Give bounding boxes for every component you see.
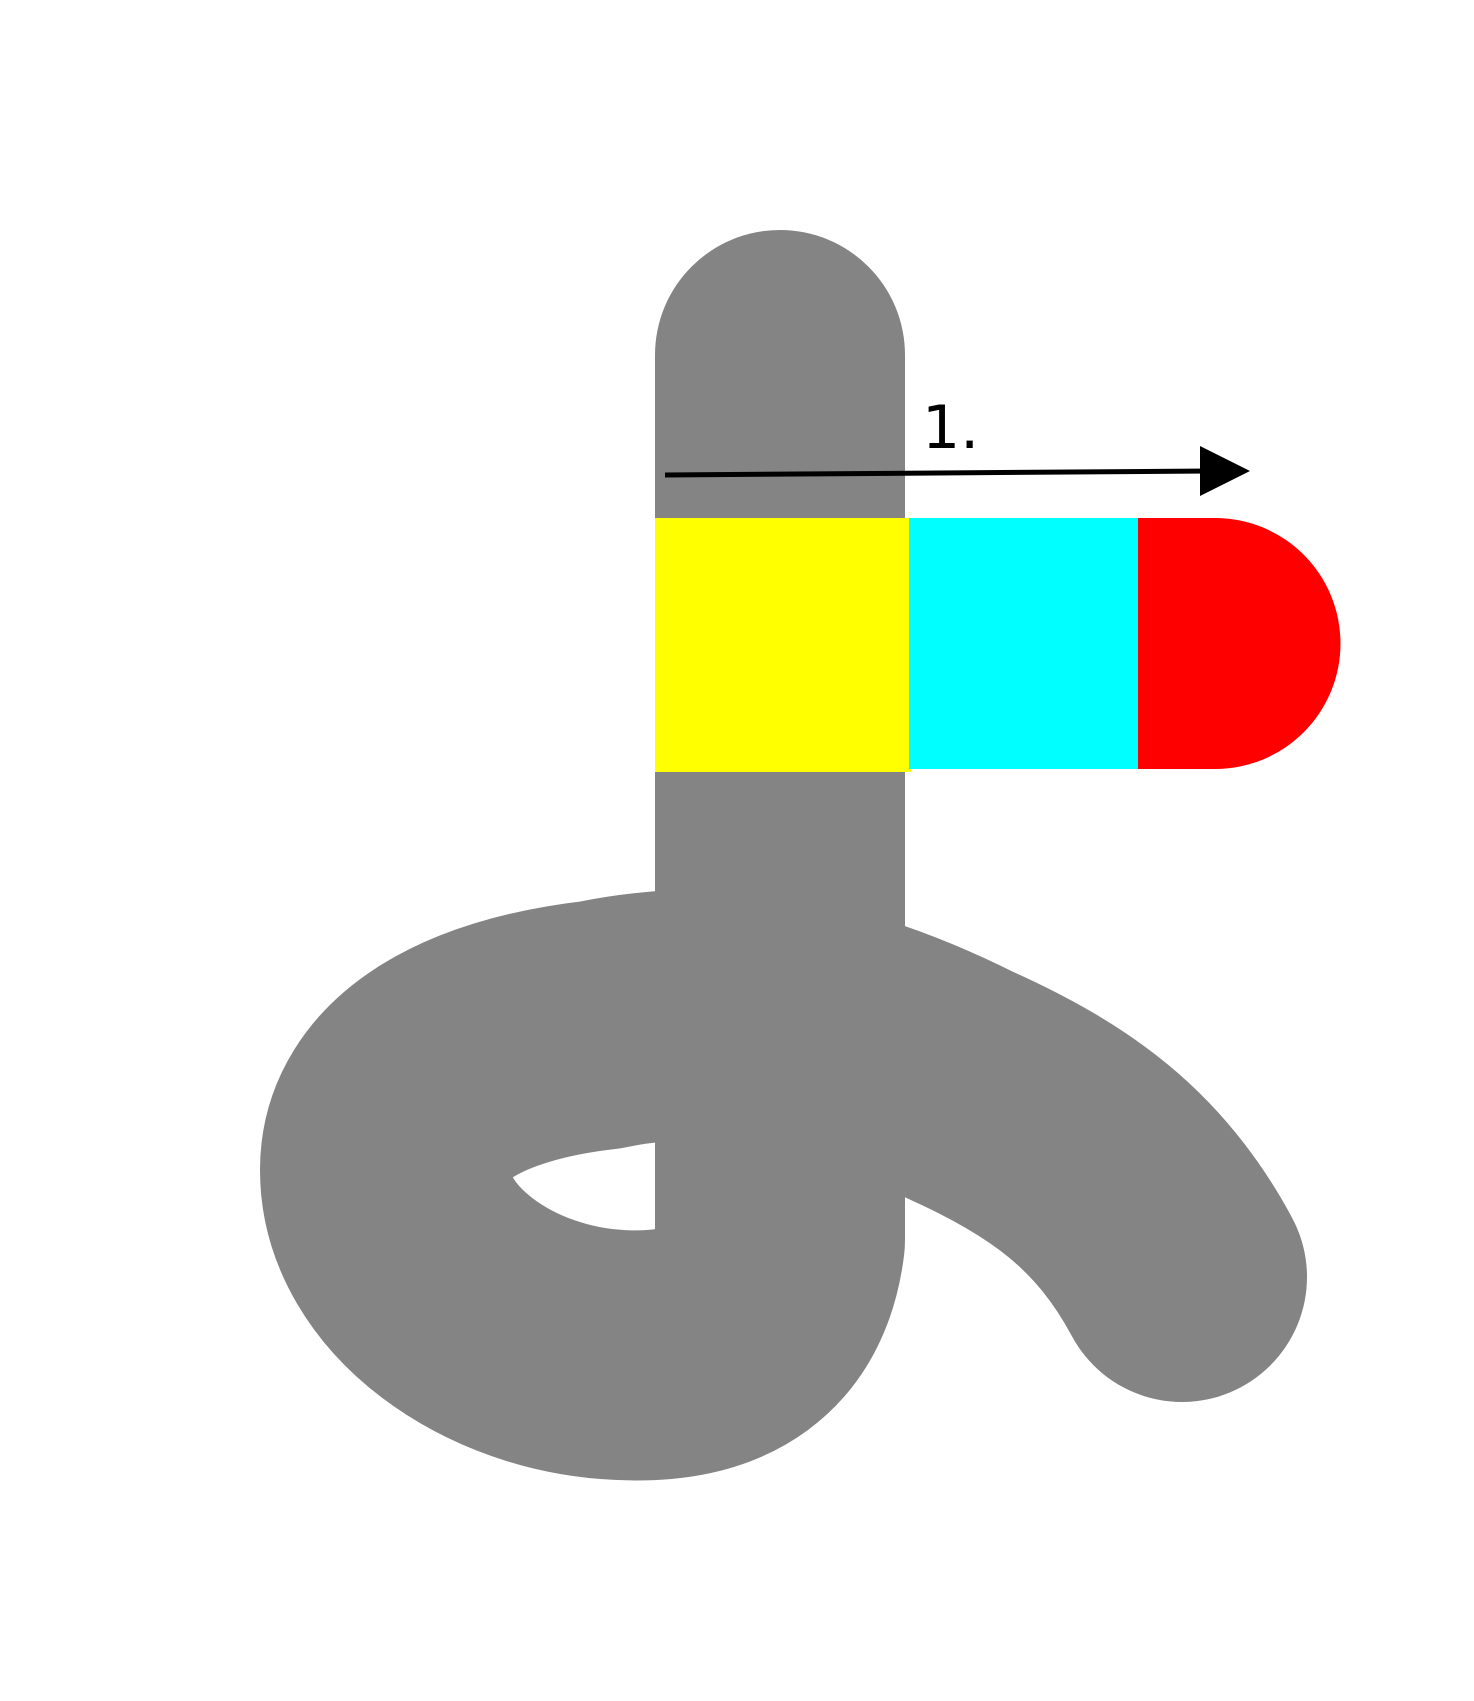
step-label: 1. — [922, 393, 979, 463]
gray-loop-curve — [260, 875, 1307, 1481]
gray-path-group — [260, 230, 1307, 1481]
arrow-shaft — [664, 468, 1211, 478]
colored-segments-group — [655, 518, 1341, 772]
arrowhead-icon — [1200, 446, 1250, 496]
red-rounded-segment — [1138, 518, 1341, 769]
cyan-segment — [909, 518, 1140, 769]
direction-arrow — [664, 446, 1250, 496]
yellow-segment — [655, 518, 911, 772]
